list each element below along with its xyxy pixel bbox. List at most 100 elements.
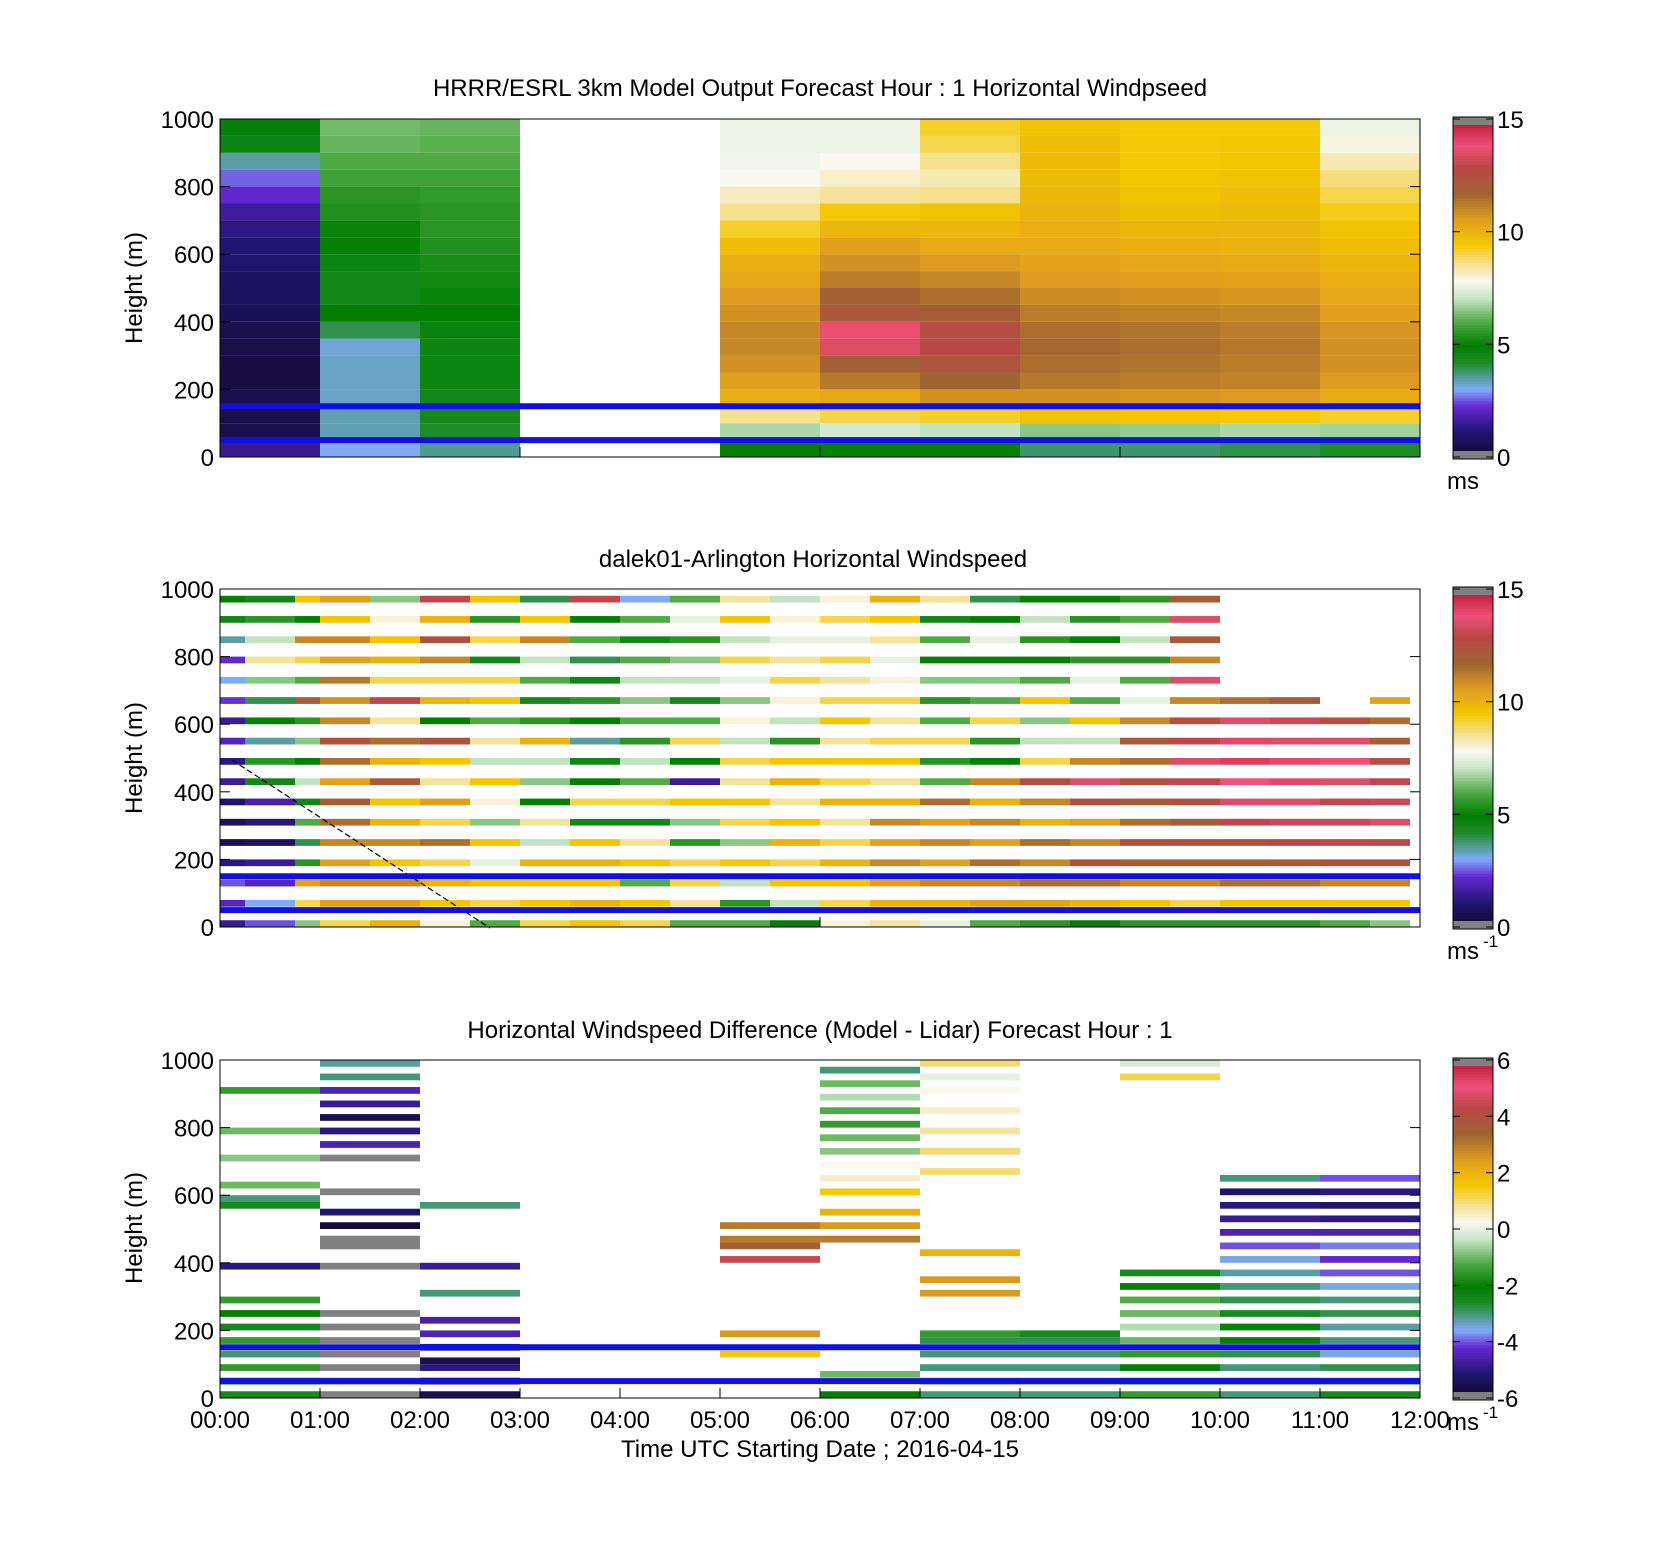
x-tick-label: 08:00 [990,1407,1050,1434]
heatmap-cell [1020,440,1120,457]
heatmap-cell [770,697,820,704]
heatmap-cell [1370,899,1410,907]
colorbar-segment [1453,158,1493,162]
colorbar-segment [1453,310,1493,314]
colorbar-segment [1453,848,1493,852]
colorbar-segment [1453,1369,1493,1374]
colorbar-segment [1453,1361,1493,1365]
colorbar-segment [1453,262,1493,266]
panel-model-windspeed: HRRR/ESRL 3km Model Output Forecast Hour… [121,75,1524,495]
heatmap-cell [245,697,295,704]
heatmap-cell [370,818,420,826]
heatmap-cell [820,169,920,187]
x-tick-label: 01:00 [290,1407,350,1434]
heatmap-cell [1020,423,1120,441]
heatmap-cell [1120,717,1170,725]
colorbar-segment [1453,1358,1493,1362]
colorbar-segment [1453,752,1493,756]
heatmap-cell [420,1201,520,1209]
heatmap-cell [470,616,520,623]
colorbar-segment [1453,257,1493,261]
heatmap-cell [1320,1323,1420,1331]
heatmap-cell [820,203,920,221]
heatmap-cell [1270,758,1320,765]
colorbar-tick-label: 4 [1497,1104,1510,1131]
colorbar-segment [1453,197,1493,202]
colorbar-segment [1453,887,1493,891]
heatmap-cell [1220,1296,1320,1304]
heatmap-cell [320,1060,420,1067]
heatmap-cell [520,899,570,907]
heatmap-cell [820,899,870,907]
heatmap-cell [1170,758,1220,765]
colorbar-segment [1453,1372,1493,1376]
x-tick-label: 05:00 [690,1407,750,1434]
heatmap-cell [420,389,520,407]
heatmap-cell [320,254,420,272]
heatmap-cell [420,818,470,826]
heatmap-cell [1320,152,1420,170]
chart-title: dalek01-Arlington Horizontal Windspeed [599,546,1027,573]
colorbar-segment [1453,803,1493,807]
colorbar-frame [1452,116,1494,460]
chart-title: HRRR/ESRL 3km Model Output Forecast Hour… [433,75,1207,102]
heatmap-cell [1270,859,1320,867]
heatmap-cell [820,1161,920,1169]
colorbar-segment [1453,1276,1493,1281]
colorbar-segment [1453,1367,1493,1371]
heatmap-cell [220,338,320,356]
heatmap-cell [245,778,295,786]
heatmap-cell [820,818,870,826]
heatmap-cell [720,839,770,846]
heatmap-cell [920,1087,1020,1094]
heatmap-cell [720,169,820,187]
heatmap-cell [1120,1283,1220,1290]
heatmap-cell [1220,1201,1320,1209]
heatmap-cell [420,1289,520,1297]
heatmap-cell [320,1141,420,1148]
heatmap-cell [220,220,320,238]
heatmap-cell [820,1235,920,1243]
heatmap-cell [720,220,820,238]
heatmap-cell [770,717,820,725]
heatmap-cell [920,355,1020,373]
colorbar-segment [1453,845,1493,849]
heatmap-cell [920,818,970,826]
heatmap-cell [820,1120,920,1128]
colorbar-segment [1453,1107,1493,1112]
heatmap-cell [1220,1229,1320,1236]
heatmap-cell [220,818,245,826]
heatmap-cell [470,697,520,704]
heatmap-cell [570,879,620,887]
y-ticks: 0 200 400 600 800 1000 [161,1048,1420,1413]
colorbar-segment [1453,862,1493,866]
heatmap-cell [320,717,370,725]
colorbar-segment [1453,850,1493,855]
heatmap-cell [1170,920,1220,927]
heatmap-cell [1270,818,1320,826]
heatmap-cell [520,920,570,927]
heatmap-cell [720,321,820,339]
heatmap-cell [820,717,870,725]
colorbar-segment [1453,223,1493,227]
heatmap-cell [320,1087,420,1094]
heatmap-cell [1170,798,1220,806]
colorbar-segment [1453,1265,1493,1269]
colorbar-segment [1453,333,1493,337]
heatmap-cell [295,676,320,684]
heatmap-cell [1120,920,1170,927]
heatmap-cell [720,135,820,153]
heatmap-cell [420,1330,520,1338]
colorbar-segment [1453,836,1493,841]
colorbar-segment [1453,380,1493,385]
heatmap-cell [370,616,420,623]
heatmap-cell [1070,595,1120,603]
colorbar-segment [1453,684,1493,688]
colorbar-segment [1453,209,1493,213]
heatmap-cell [1320,321,1420,339]
colorbar-segment [1453,178,1493,182]
colorbar-segment [1453,786,1493,790]
colorbar-segment [1453,440,1493,444]
heatmap-cell [720,1350,820,1358]
heatmap-cell [320,389,420,407]
